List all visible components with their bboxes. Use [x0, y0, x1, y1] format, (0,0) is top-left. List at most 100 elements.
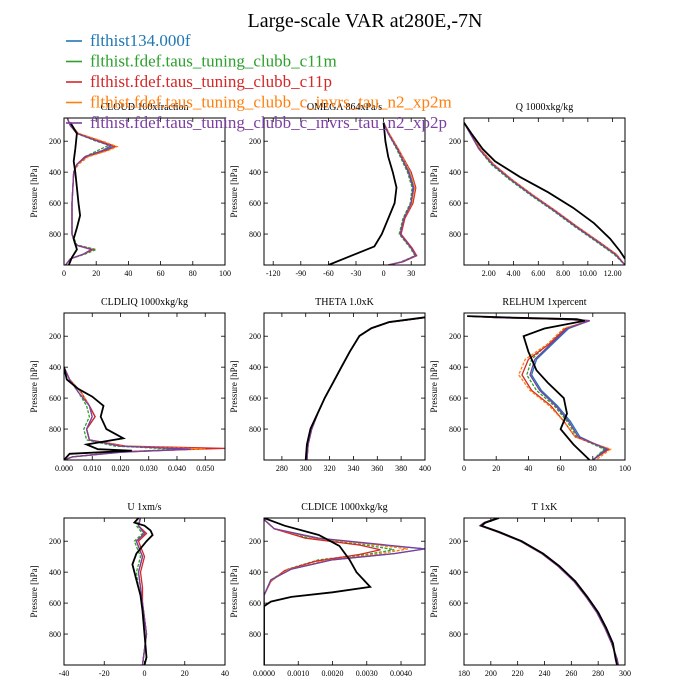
y-tick-label: 800 — [49, 630, 61, 639]
y-axis-label: Pressure [hPa] — [229, 165, 239, 217]
x-tick-label: 20 — [181, 669, 189, 678]
y-tick-label: 400 — [49, 568, 61, 577]
panel-title: Q 1000xkg/kg — [516, 102, 574, 113]
series-line — [306, 316, 425, 460]
y-tick-label: 200 — [449, 137, 461, 146]
x-tick-label: 300 — [619, 669, 631, 678]
panel-title: U 1xm/s — [127, 502, 161, 513]
x-tick-label: 0 — [462, 464, 466, 473]
y-tick-label: 600 — [449, 199, 461, 208]
y-tick-label: 600 — [249, 394, 261, 403]
x-tick-label: 240 — [539, 669, 551, 678]
y-tick-label: 400 — [249, 363, 261, 372]
reference-series-line — [464, 122, 625, 260]
x-tick-label: 340 — [347, 464, 359, 473]
y-tick-label: 600 — [49, 599, 61, 608]
y-axis-label: Pressure [hPa] — [29, 360, 39, 412]
panel-title: CLOUD 100xfraction — [100, 102, 188, 113]
x-tick-label: 200 — [485, 669, 497, 678]
series-line — [478, 518, 619, 665]
y-tick-label: 200 — [449, 332, 461, 341]
series-group — [467, 315, 612, 460]
panel-title: T 1xK — [532, 502, 558, 513]
series-group — [65, 118, 119, 265]
series-line — [306, 316, 425, 460]
series-group — [464, 122, 625, 265]
y-tick-label: 400 — [449, 568, 461, 577]
series-line — [467, 315, 609, 460]
y-tick-label: 800 — [49, 230, 61, 239]
x-tick-label: 2.00 — [482, 269, 496, 278]
series-line — [383, 122, 416, 265]
x-tick-label: 10.00 — [579, 269, 597, 278]
series-line — [478, 518, 619, 665]
series-line — [135, 518, 148, 665]
x-tick-label: 220 — [512, 669, 524, 678]
series-line — [478, 518, 619, 665]
x-tick-label: 0.030 — [140, 464, 158, 473]
series-line — [65, 118, 113, 265]
x-tick-label: 400 — [419, 464, 431, 473]
panel-2: 2.00 4.00 6.00 8.00 10.00 12.00 200 400 600 800 Pr… — [429, 102, 626, 278]
y-tick-label: 600 — [449, 394, 461, 403]
x-tick-label: 40 — [524, 464, 532, 473]
x-tick-label: 0.0000 — [253, 669, 275, 678]
series-line — [464, 122, 625, 265]
reference-series-line — [467, 315, 591, 460]
series-line — [464, 122, 625, 265]
panel-0: 0 20 40 60 80 100 200 400 600 800 Pressure [hPa] CL… — [29, 102, 231, 278]
x-tick-label: 280 — [592, 669, 604, 678]
series-line — [264, 519, 381, 665]
series-line — [64, 366, 192, 460]
x-tick-label: -40 — [59, 669, 70, 678]
y-axis-label: Pressure [hPa] — [29, 165, 39, 217]
series-line — [383, 122, 417, 265]
reference-series-line — [264, 518, 373, 665]
y-tick-label: 400 — [249, 568, 261, 577]
panel-title: RELHUM 1xpercent — [502, 297, 586, 308]
reference-series-line — [479, 518, 618, 665]
panel-7: 0.0000 0.0010 0.0020 0.0030 0.0040 200 400 600 8… — [229, 502, 426, 678]
y-tick-label: 200 — [249, 332, 261, 341]
x-tick-label: 60 — [157, 269, 165, 278]
x-tick-label: 20 — [492, 464, 500, 473]
x-tick-label: 40 — [221, 669, 229, 678]
legend-label: flthist.fdef.taus_tuning_clubb_c_invrs_t… — [90, 113, 447, 132]
x-tick-label: 20 — [92, 269, 100, 278]
plot-frame — [63, 117, 226, 266]
y-axis-label: Pressure [hPa] — [429, 565, 439, 617]
y-tick-label: 200 — [49, 137, 61, 146]
legend-label: flthist134.000f — [90, 31, 191, 50]
plot-frame — [63, 312, 226, 461]
y-tick-label: 600 — [49, 394, 61, 403]
y-tick-label: 800 — [449, 630, 461, 639]
plot-frame — [263, 312, 426, 461]
x-tick-label: 12.00 — [604, 269, 622, 278]
figure-title: Large-scale VAR at280E,-7N — [248, 10, 483, 32]
x-tick-label: 0 — [143, 669, 147, 678]
panel-1: -120 -90 -60 -30 0 30 200 400 600 800 Pressure [hP… — [229, 102, 426, 278]
y-axis-label: Pressure [hPa] — [429, 360, 439, 412]
plot-frame — [463, 117, 626, 266]
y-tick-label: 600 — [49, 199, 61, 208]
y-tick-label: 400 — [49, 168, 61, 177]
x-tick-label: 60 — [557, 464, 565, 473]
x-tick-label: -60 — [323, 269, 334, 278]
y-tick-label: 400 — [49, 363, 61, 372]
reference-series-line — [67, 122, 82, 265]
y-tick-label: 800 — [449, 230, 461, 239]
panel-8: 180 200 220 240 260 280 300 200 400 600 800 Pressur… — [429, 502, 631, 678]
x-tick-label: 0.0030 — [356, 669, 378, 678]
x-tick-label: 40 — [124, 269, 132, 278]
x-tick-label: 0.0020 — [322, 669, 344, 678]
series-line — [264, 519, 425, 665]
legend-label: flthist.fdef.taus_tuning_clubb_c11p — [90, 72, 332, 91]
x-tick-label: 0.0040 — [390, 669, 412, 678]
y-tick-label: 600 — [249, 599, 261, 608]
panel-4: 280 300 320 340 360 380 400 200 400 600 800 Pressur… — [229, 297, 431, 473]
y-axis-label: Pressure [hPa] — [29, 565, 39, 617]
y-tick-label: 800 — [449, 425, 461, 434]
reference-series-line — [64, 367, 132, 460]
